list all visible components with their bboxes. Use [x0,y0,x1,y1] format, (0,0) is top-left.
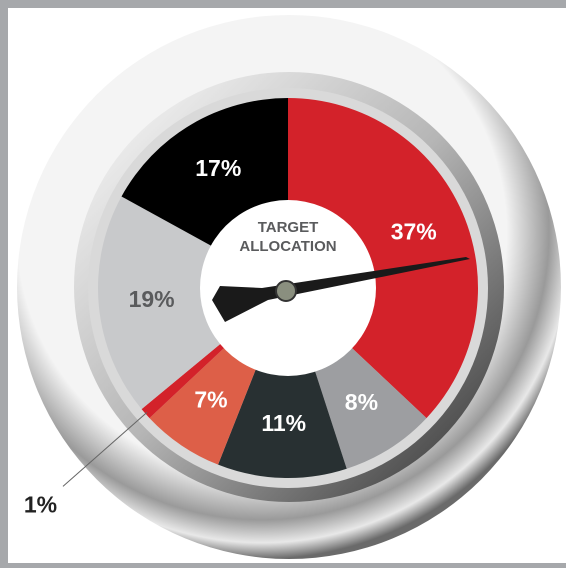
value-label: 1% [24,491,57,517]
slice [98,196,288,410]
center-label: TARGET ALLOCATION [239,219,337,255]
value-label: 19% [129,286,175,312]
needle [212,257,470,322]
value-label: 11% [261,410,306,436]
leader-line [62,411,148,487]
slice [288,98,478,419]
value-label: 7% [194,386,227,412]
value-label: 37% [391,219,437,245]
value-label: 17% [195,155,241,181]
value-label: 8% [345,389,378,415]
slice [218,288,347,479]
